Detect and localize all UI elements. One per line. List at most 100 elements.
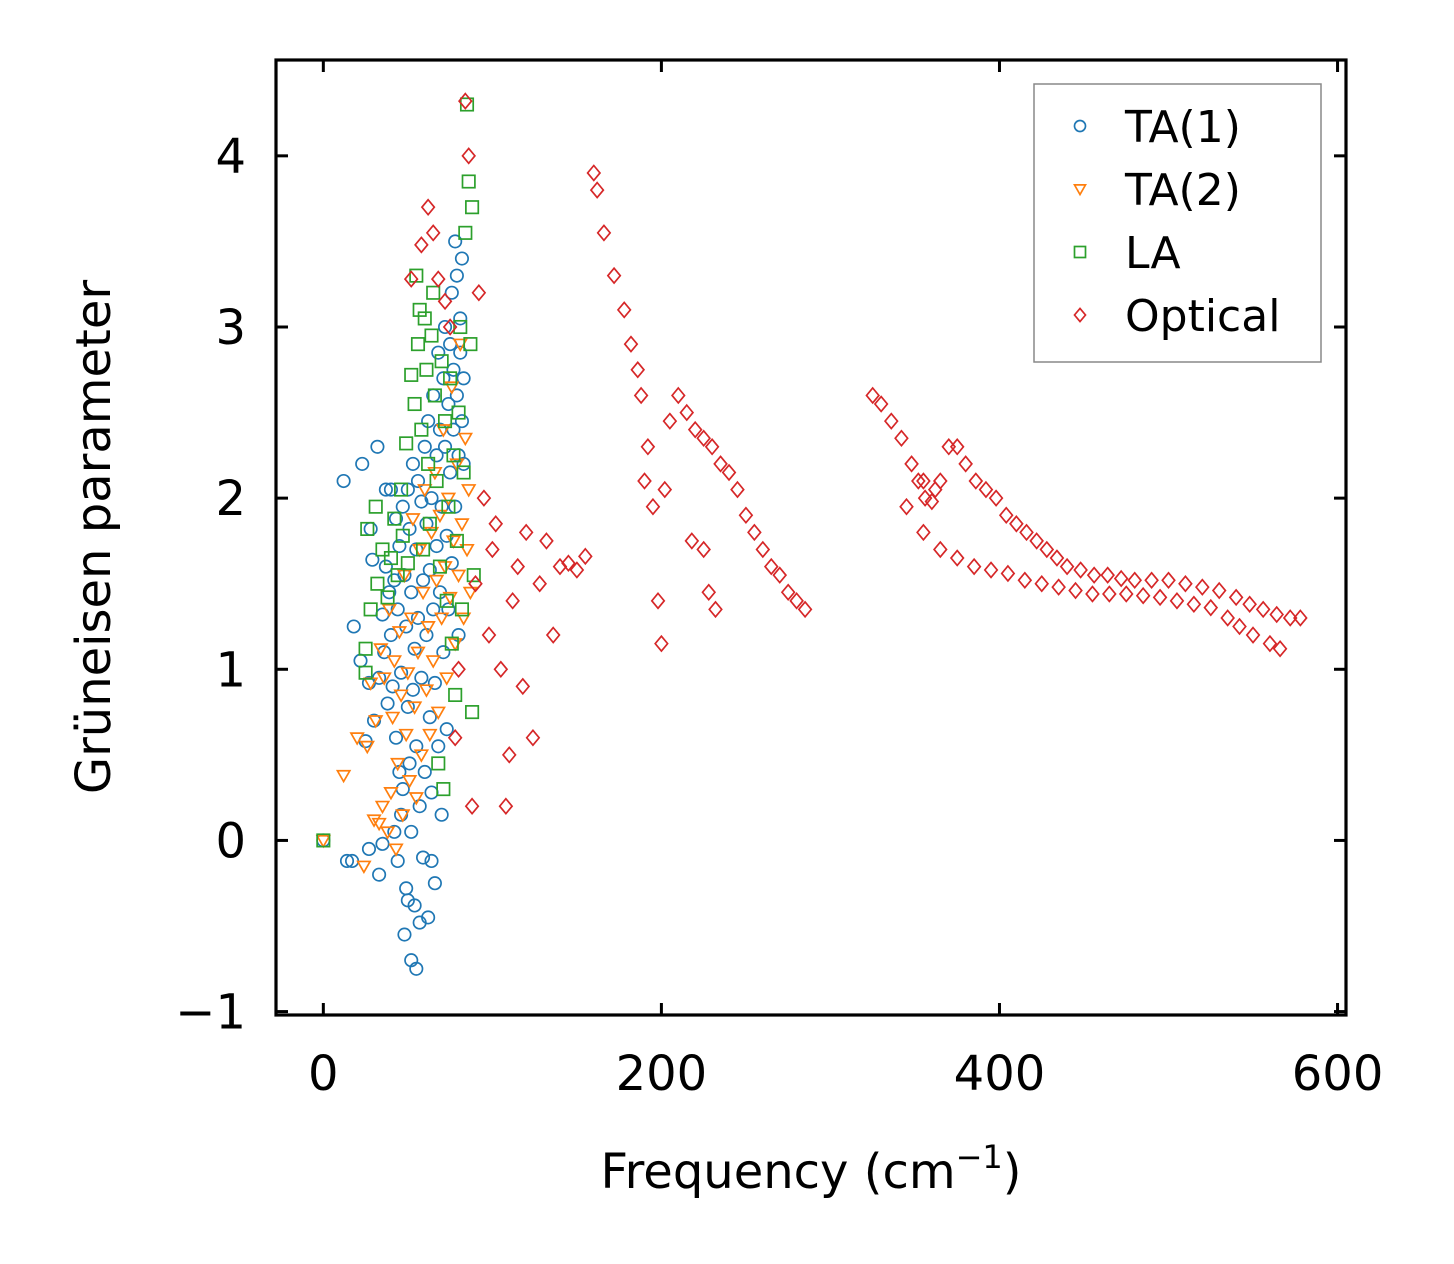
data-point — [401, 775, 418, 789]
data-point — [397, 927, 412, 942]
data-point — [426, 285, 441, 300]
data-point — [395, 809, 411, 823]
data-point — [405, 513, 421, 527]
data-point — [379, 826, 396, 840]
data-point — [704, 438, 720, 456]
data-point — [657, 480, 673, 499]
data-point — [958, 455, 973, 473]
data-point — [464, 797, 480, 815]
data-point — [442, 318, 458, 336]
data-point — [933, 540, 948, 559]
y-tick-label: 4 — [215, 129, 246, 185]
data-point — [417, 439, 432, 454]
data-point — [429, 473, 444, 489]
data-point — [911, 472, 926, 490]
data-point — [383, 787, 399, 801]
data-point — [1135, 586, 1151, 605]
data-point — [578, 547, 593, 566]
data-point — [400, 556, 415, 571]
data-point — [772, 566, 788, 584]
legend-marker — [1073, 184, 1087, 197]
data-point — [738, 506, 754, 525]
data-point — [1269, 605, 1285, 624]
data-point — [1073, 561, 1088, 579]
data-point — [789, 592, 804, 610]
data-point — [448, 687, 463, 703]
data-point — [409, 961, 424, 976]
data-point — [437, 439, 453, 454]
data-point — [1232, 617, 1247, 636]
data-point — [449, 388, 464, 403]
data-point — [434, 354, 449, 369]
data-point — [904, 455, 919, 473]
data-point — [916, 472, 931, 490]
data-point — [640, 438, 656, 456]
legend-marker — [1073, 245, 1087, 259]
y-tick-label: 0 — [215, 813, 246, 869]
data-point — [713, 455, 728, 473]
data-point — [449, 533, 464, 548]
data-point — [431, 345, 446, 360]
data-point — [366, 814, 382, 828]
data-point — [466, 568, 481, 583]
data-point — [1152, 588, 1168, 607]
data-point — [424, 491, 439, 506]
data-point — [455, 612, 472, 626]
data-point — [404, 824, 419, 839]
data-point — [1228, 588, 1244, 607]
data-point — [1272, 639, 1288, 658]
data-point — [412, 302, 427, 317]
data-point — [949, 438, 965, 456]
data-point — [395, 528, 410, 543]
data-point — [410, 473, 426, 489]
data-point — [505, 592, 520, 610]
y-tick-label: 3 — [215, 300, 246, 356]
data-point — [443, 465, 458, 480]
data-point — [1113, 569, 1129, 588]
data-point — [402, 756, 417, 771]
data-point — [398, 728, 414, 743]
data-point — [417, 311, 432, 326]
data-point — [465, 705, 480, 720]
data-point — [361, 841, 377, 857]
data-point — [1195, 578, 1210, 596]
data-point — [416, 850, 431, 865]
data-point — [447, 728, 463, 747]
data-point — [430, 706, 446, 720]
data-point — [510, 557, 526, 576]
data-point — [1068, 581, 1083, 600]
data-point — [400, 667, 416, 681]
data-point — [458, 92, 473, 110]
data-point — [377, 645, 392, 660]
data-point — [498, 797, 514, 815]
data-point — [427, 876, 442, 891]
data-point — [428, 574, 445, 589]
x-tick-label: 200 — [616, 1046, 708, 1102]
data-point — [1245, 626, 1261, 644]
data-point — [388, 843, 404, 857]
data-point — [349, 732, 365, 746]
data-point — [461, 484, 477, 498]
data-point — [456, 371, 471, 386]
data-point — [1161, 571, 1176, 590]
data-point — [456, 456, 471, 471]
data-point — [662, 412, 678, 430]
data-point — [423, 526, 440, 541]
data-point — [420, 620, 436, 635]
data-point — [501, 746, 517, 764]
data-point — [545, 626, 561, 644]
data-point — [368, 715, 384, 729]
data-point — [414, 422, 429, 437]
data-point — [408, 792, 424, 806]
data-point — [451, 660, 466, 679]
data-point — [383, 550, 398, 566]
data-point — [471, 283, 487, 302]
y-tick-label: −1 — [175, 985, 246, 1041]
data-point — [404, 367, 419, 382]
data-point — [373, 643, 389, 657]
data-point — [637, 472, 652, 490]
data-point — [883, 412, 899, 430]
y-tick-label: 2 — [215, 471, 246, 527]
data-point — [416, 573, 431, 588]
